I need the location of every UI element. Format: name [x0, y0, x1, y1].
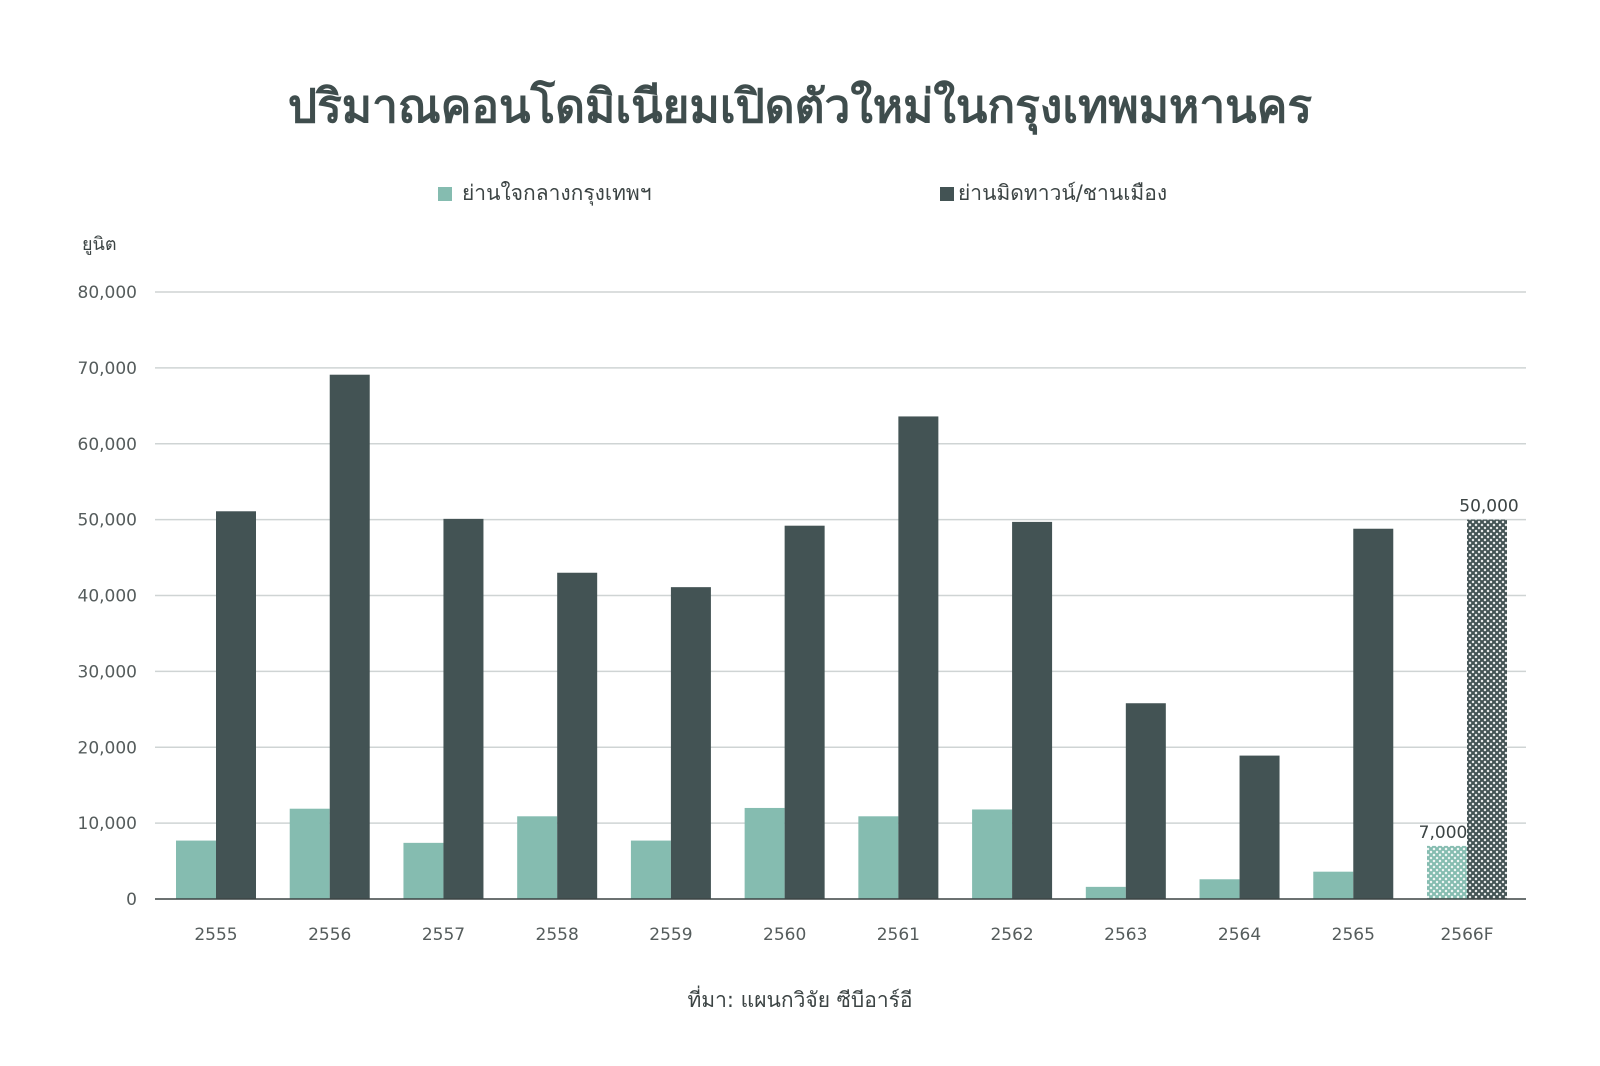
bar-central-2560 [744, 807, 785, 899]
legend-label-midtown: ย่านมิดทาวน์/ชานเมือง [958, 181, 1167, 205]
x-tick-label: 2563 [1104, 925, 1147, 945]
y-axis-label: ยูนิต [82, 234, 117, 255]
bar-central-2558 [517, 816, 558, 899]
source-note: ที่มา: แผนกวิจัย ซีบีอาร์อี [687, 985, 912, 1012]
legend-swatch-central [438, 187, 452, 201]
bar-central-2557 [403, 842, 444, 899]
bar-central-2555 [176, 840, 216, 899]
x-tick-label: 2555 [194, 925, 237, 945]
legend-swatch-midtown [940, 187, 954, 201]
bar-central-2564 [1199, 879, 1240, 899]
bar-midtown-2564 [1239, 755, 1280, 899]
chart-title: ปริมาณคอนโดมิเนียมเปิดตัวใหม่ในกรุงเทพมห… [288, 79, 1313, 135]
bar-midtown-2562 [1012, 521, 1053, 899]
bar-central-2556 [289, 808, 330, 899]
y-tick-label: 80,000 [78, 283, 137, 303]
bar-midtown-2556 [329, 374, 370, 899]
bar-midtown-2565 [1353, 528, 1394, 899]
y-tick-label: 20,000 [78, 738, 137, 758]
bars [176, 374, 1507, 899]
data-label-central-2566F: 7,000 [1419, 823, 1468, 843]
y-tick-label: 10,000 [78, 814, 137, 834]
x-tick-label: 2556 [308, 925, 351, 945]
bar-central-2559 [630, 840, 671, 899]
x-tick-label: 2562 [990, 925, 1033, 945]
bar-midtown-2555 [216, 511, 256, 899]
data-label-midtown-2566F: 50,000 [1459, 497, 1518, 517]
bar-midtown-2563 [1125, 703, 1166, 899]
bar-central-2565 [1313, 871, 1354, 899]
bar-midtown-2566F [1467, 519, 1507, 899]
bar-midtown-2557 [443, 518, 484, 899]
bar-midtown-2560 [784, 525, 825, 899]
bar-central-2563 [1085, 886, 1126, 899]
y-tick-label: 60,000 [78, 435, 137, 455]
y-axis-ticks: 0 10,000 20,000 30,000 40,000 50,000 60,000 70,… [78, 283, 137, 910]
data-labels: 7,000 50,000 [1419, 497, 1519, 843]
y-tick-label: 40,000 [78, 587, 137, 607]
gridlines [155, 291, 1526, 824]
x-tick-label: 2566F [1440, 925, 1493, 945]
bar-central-2566F [1427, 845, 1467, 899]
y-tick-label: 50,000 [78, 511, 137, 531]
bar-midtown-2558 [557, 572, 598, 899]
bar-midtown-2561 [898, 416, 939, 899]
y-tick-label: 0 [126, 890, 137, 910]
legend: ย่านใจกลางกรุงเทพฯ ย่านมิดทาวน์/ชานเมือง [438, 181, 1167, 206]
bar-central-2561 [858, 816, 899, 899]
x-axis-ticks: 2555 2556 2557 2558 2559 2560 2561 2562 2563 2564… [194, 925, 1493, 945]
x-tick-label: 2557 [422, 925, 465, 945]
legend-label-central: ย่านใจกลางกรุงเทพฯ [462, 181, 652, 206]
bar-central-2562 [972, 809, 1013, 899]
x-tick-label: 2565 [1332, 925, 1375, 945]
x-tick-label: 2564 [1218, 925, 1261, 945]
x-tick-label: 2560 [763, 925, 806, 945]
x-tick-label: 2559 [649, 925, 692, 945]
x-tick-label: 2558 [536, 925, 579, 945]
y-tick-label: 70,000 [78, 359, 137, 379]
x-tick-label: 2561 [877, 925, 920, 945]
y-tick-label: 30,000 [78, 662, 137, 682]
bar-midtown-2559 [670, 587, 711, 899]
